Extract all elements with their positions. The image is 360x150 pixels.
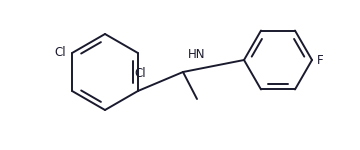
Text: F: F — [317, 54, 324, 66]
Text: Cl: Cl — [54, 46, 66, 60]
Text: Cl: Cl — [134, 67, 146, 80]
Text: HN: HN — [188, 48, 206, 61]
